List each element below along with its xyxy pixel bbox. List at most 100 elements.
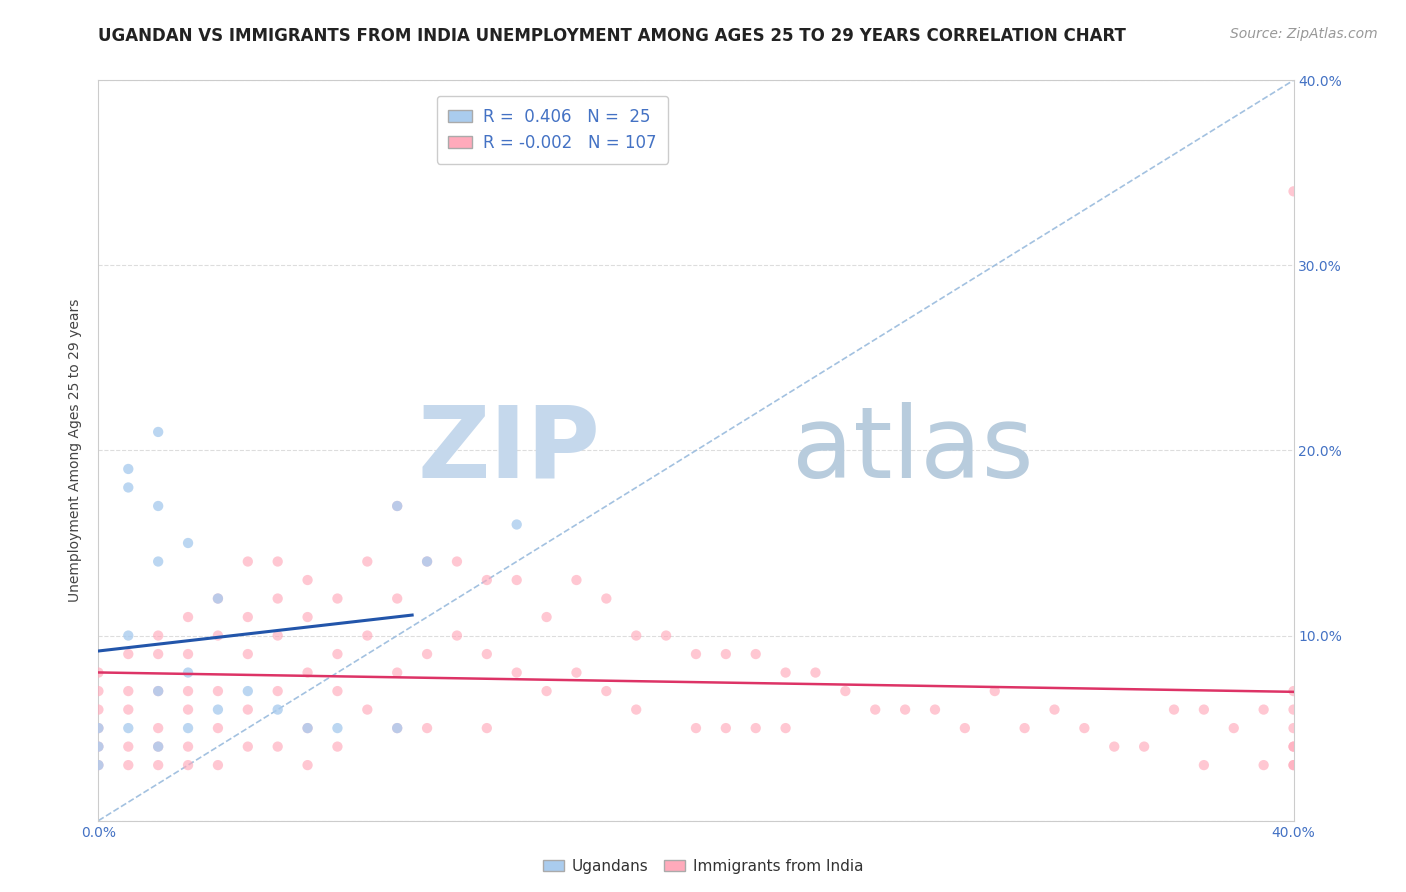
Point: [117, 628, 139, 642]
Point: [87, 721, 110, 735]
Point: [475, 721, 498, 735]
Point: [117, 481, 139, 495]
Point: [685, 721, 707, 735]
Point: [207, 684, 229, 698]
Point: [1253, 758, 1275, 772]
Point: [385, 721, 409, 735]
Point: [177, 647, 200, 661]
Legend: R =  0.406   N =  25, R = -0.002   N = 107: R = 0.406 N = 25, R = -0.002 N = 107: [437, 96, 668, 164]
Point: [207, 721, 229, 735]
Point: [148, 425, 170, 439]
Y-axis label: Unemployment Among Ages 25 to 29 years: Unemployment Among Ages 25 to 29 years: [69, 299, 83, 602]
Point: [894, 703, 917, 717]
Point: [1223, 721, 1246, 735]
Point: [1133, 739, 1156, 754]
Point: [416, 554, 439, 569]
Point: [775, 665, 797, 680]
Point: [356, 703, 378, 717]
Point: [87, 739, 110, 754]
Point: [177, 703, 200, 717]
Point: [87, 703, 110, 717]
Point: [506, 517, 529, 532]
Point: [626, 703, 648, 717]
Point: [236, 703, 259, 717]
Point: [1282, 703, 1305, 717]
Point: [297, 721, 319, 735]
Point: [148, 647, 170, 661]
Point: [236, 739, 259, 754]
Point: [326, 684, 349, 698]
Point: [1282, 758, 1305, 772]
Point: [236, 647, 259, 661]
Point: [1014, 721, 1036, 735]
Point: [117, 684, 139, 698]
Point: [148, 739, 170, 754]
Point: [475, 647, 498, 661]
Point: [416, 721, 439, 735]
Point: [267, 739, 290, 754]
Point: [297, 758, 319, 772]
Point: [117, 647, 139, 661]
Point: [267, 554, 290, 569]
Point: [1043, 703, 1066, 717]
Point: [267, 703, 290, 717]
Point: [267, 628, 290, 642]
Point: [177, 610, 200, 624]
Point: [1104, 739, 1126, 754]
Legend: Ugandans, Immigrants from India: Ugandans, Immigrants from India: [537, 853, 869, 880]
Point: [1192, 703, 1215, 717]
Point: [745, 721, 768, 735]
Point: [416, 554, 439, 569]
Point: [207, 758, 229, 772]
Point: [416, 647, 439, 661]
Point: [356, 554, 378, 569]
Point: [953, 721, 976, 735]
Point: [177, 665, 200, 680]
Text: atlas: atlas: [792, 402, 1033, 499]
Point: [117, 758, 139, 772]
Point: [1253, 703, 1275, 717]
Point: [506, 665, 529, 680]
Point: [326, 721, 349, 735]
Point: [385, 665, 409, 680]
Point: [87, 758, 110, 772]
Point: [745, 647, 768, 661]
Point: [595, 591, 617, 606]
Point: [236, 610, 259, 624]
Point: [177, 758, 200, 772]
Point: [297, 665, 319, 680]
Point: [385, 721, 409, 735]
Point: [87, 758, 110, 772]
Point: [775, 721, 797, 735]
Point: [536, 610, 558, 624]
Point: [1282, 739, 1305, 754]
Point: [984, 684, 1007, 698]
Point: [87, 739, 110, 754]
Point: [1282, 721, 1305, 735]
Point: [1192, 758, 1215, 772]
Point: [148, 721, 170, 735]
Point: [804, 665, 827, 680]
Point: [207, 703, 229, 717]
Point: [446, 628, 468, 642]
Point: [177, 684, 200, 698]
Point: [565, 573, 588, 587]
Point: [117, 703, 139, 717]
Point: [297, 610, 319, 624]
Point: [87, 665, 110, 680]
Point: [207, 591, 229, 606]
Point: [506, 573, 529, 587]
Text: Source: ZipAtlas.com: Source: ZipAtlas.com: [1230, 27, 1378, 41]
Point: [207, 591, 229, 606]
Point: [117, 739, 139, 754]
Point: [117, 721, 139, 735]
Point: [177, 739, 200, 754]
Point: [267, 591, 290, 606]
Point: [1163, 703, 1185, 717]
Point: [326, 739, 349, 754]
Point: [148, 684, 170, 698]
Point: [326, 647, 349, 661]
Point: [148, 758, 170, 772]
Point: [924, 703, 946, 717]
Point: [595, 684, 617, 698]
